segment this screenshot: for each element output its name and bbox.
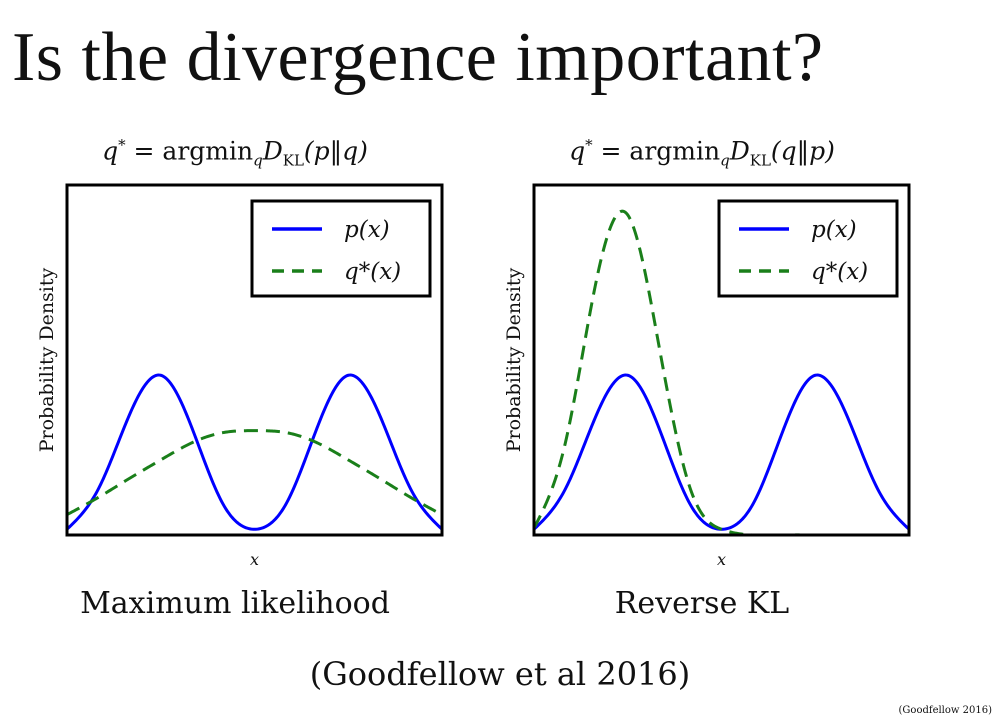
legend-label-q-star: q*(x) <box>344 259 401 285</box>
legend: p(x) q*(x) <box>717 199 899 298</box>
plot-frame <box>65 183 444 537</box>
legend: p(x) q*(x) <box>250 199 432 298</box>
chart-panel-maximum-likelihood: x Probability Density p(x) q*(x) q* = argmi… <box>25 130 445 621</box>
chart-reverse-kl: x Probability Density p(x) q*(x) <box>503 183 911 569</box>
chart-panel-reverse-kl: x Probability Density p(x) q*(x) q* = argmi… <box>492 130 912 621</box>
x-axis-label: x <box>250 550 259 569</box>
q-star-curve <box>67 429 442 516</box>
p-curve <box>534 373 909 531</box>
legend-label-p: p(x) <box>344 217 390 243</box>
slide-title: Is the divergence important? <box>12 19 824 96</box>
q-star-curve <box>534 209 909 535</box>
legend-label-p: p(x) <box>811 217 857 243</box>
citation: (Goodfellow et al 2016) <box>309 655 691 693</box>
chart-maximum-likelihood: x Probability Density p(x) q*(x) <box>36 183 444 569</box>
legend-box <box>250 199 432 298</box>
chart-title: q* = argminqDKL(q‖p) <box>569 136 835 170</box>
footer-citation: (Goodfellow 2016) <box>898 705 992 716</box>
legend-label-q-star: q*(x) <box>811 259 868 285</box>
chart-caption: Maximum likelihood <box>80 586 390 621</box>
chart-title: q* = argminqDKL(p‖q) <box>102 136 368 170</box>
plot-frame <box>532 183 911 537</box>
legend-box <box>717 199 899 298</box>
chart-caption: Reverse KL <box>614 586 790 621</box>
p-curve <box>67 373 442 531</box>
y-axis-label: Probability Density <box>36 267 58 452</box>
y-axis-label: Probability Density <box>503 267 525 452</box>
x-axis-label: x <box>717 550 726 569</box>
